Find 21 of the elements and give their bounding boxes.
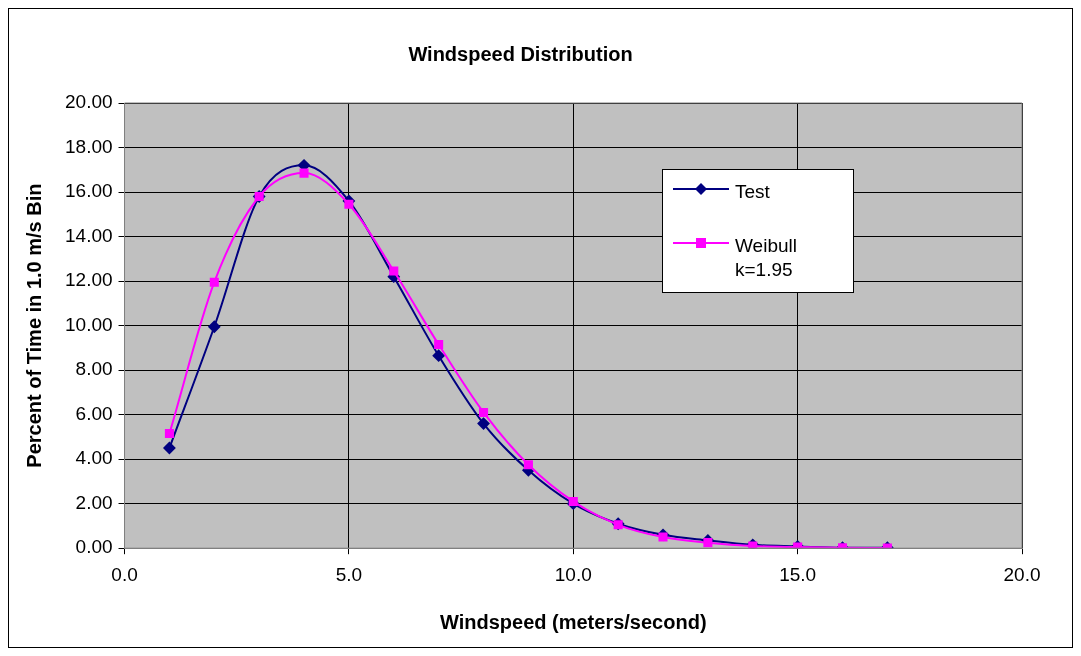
legend-label: Test: [735, 180, 771, 204]
x-tick-label: 0.0: [111, 563, 138, 585]
x-tick-label: 5.0: [335, 563, 363, 585]
x-axis-title: Windspeed (meters/second): [440, 610, 707, 633]
y-tick-label: 14.00: [65, 224, 113, 246]
x-tick-label: 20.0: [1003, 563, 1041, 585]
y-tick-label: 12.00: [65, 269, 113, 291]
y-tick-label: 2.00: [75, 491, 113, 513]
y-tick-label: 18.00: [65, 135, 113, 157]
y-tick-label: 16.00: [65, 180, 113, 202]
y-tick-label: 8.00: [75, 358, 113, 380]
chart-title: Windspeed Distribution: [408, 42, 633, 65]
y-tick-label: 20.00: [65, 91, 113, 113]
x-tick-label: 15.0: [779, 563, 817, 585]
x-tick-label: 10.0: [554, 563, 592, 585]
y-tick-label: 4.00: [75, 447, 113, 469]
y-tick-label: 6.00: [75, 402, 113, 424]
y-axis-title: Percent of Time in 1.0 m/s Bin: [22, 183, 45, 468]
legend-label: Weibull k=1.95: [735, 234, 798, 282]
y-tick-label: 10.00: [65, 313, 113, 335]
y-tick-label: 0.00: [75, 536, 113, 558]
